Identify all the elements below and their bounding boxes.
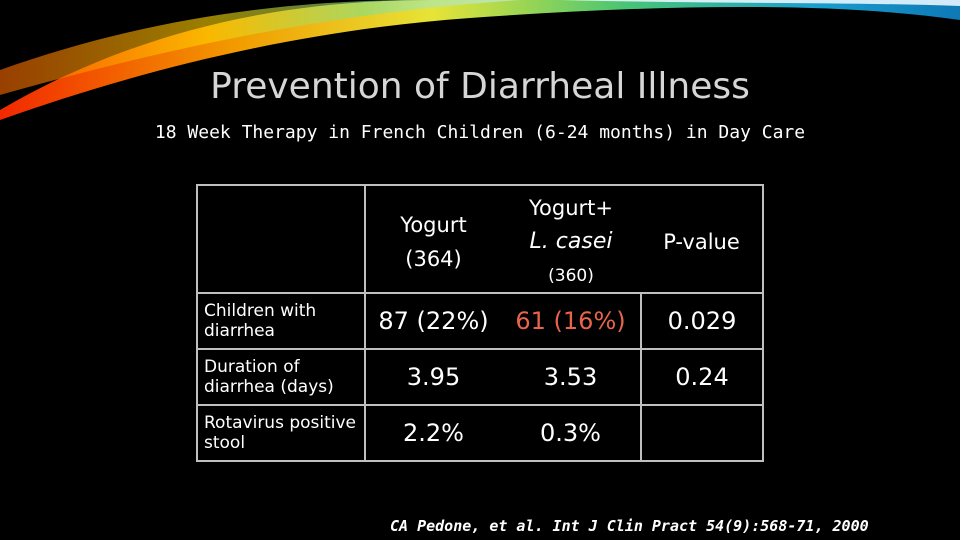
slide-title: Prevention of Diarrheal Illness	[210, 66, 750, 107]
casei-value: 61 (16%)	[501, 292, 641, 350]
slide-subtitle: 18 Week Therapy in French Children (6-24…	[154, 122, 806, 143]
header-casei-label: L. casei	[529, 229, 613, 254]
pvalue	[640, 404, 764, 462]
pvalue: 0.029	[640, 292, 764, 350]
row-label: Duration of diarrhea (days)	[196, 348, 366, 406]
pvalue: 0.24	[640, 348, 764, 406]
header-casei-count: (360)	[548, 266, 594, 286]
header-yogurt-label: Yogurt	[400, 213, 467, 237]
header-yogurt-casei: Yogurt+ L. casei (360)	[501, 184, 641, 294]
header-row: Yogurt (364) Yogurt+ L. casei (360) P-va…	[196, 184, 764, 294]
table-row: Duration of diarrhea (days) 3.95 3.53 0.…	[196, 348, 764, 406]
decorative-swoosh-graphic	[0, 0, 960, 120]
citation: CA Pedone, et al. Int J Clin Pract 54(9)…	[390, 517, 869, 535]
header-yogurt: Yogurt (364)	[364, 184, 501, 294]
header-corner-cell	[196, 184, 366, 294]
table-row: Rotavirus positive stool 2.2% 0.3%	[196, 404, 764, 462]
table-row: Children with diarrhea 87 (22%) 61 (16%)…	[196, 292, 764, 350]
header-yogurt-plus-label: Yogurt+	[529, 196, 613, 220]
casei-value: 0.3%	[501, 404, 641, 462]
header-pvalue: P-value	[641, 184, 764, 294]
casei-value: 3.53	[501, 348, 641, 406]
row-label: Rotavirus positive stool	[196, 404, 366, 462]
yogurt-value: 2.2%	[365, 404, 501, 462]
yogurt-value: 87 (22%)	[365, 292, 501, 350]
yogurt-value: 3.95	[365, 348, 501, 406]
header-pvalue-label: P-value	[663, 230, 740, 254]
results-table: Yogurt (364) Yogurt+ L. casei (360) P-va…	[196, 184, 764, 462]
row-label: Children with diarrhea	[196, 292, 366, 350]
header-yogurt-count: (364)	[405, 247, 462, 271]
